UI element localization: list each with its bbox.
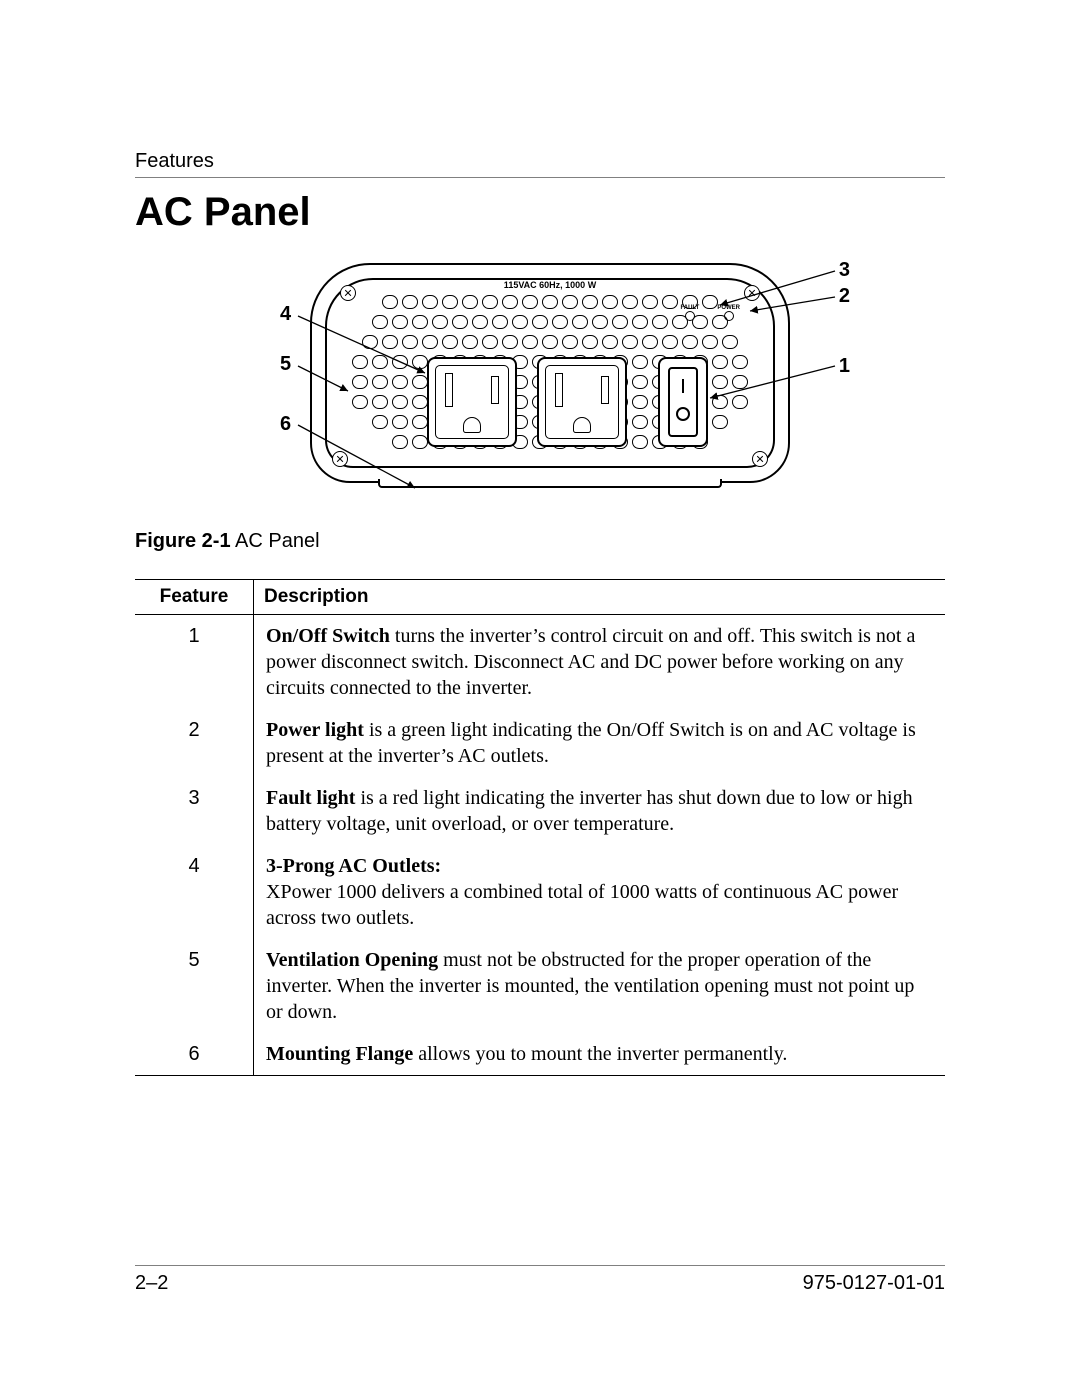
feature-description: Mounting Flange allows you to mount the … (254, 1033, 946, 1076)
col-header-feature: Feature (135, 580, 254, 615)
led-dot-icon (685, 311, 695, 321)
led-dot-icon (724, 311, 734, 321)
feature-number: 4 (135, 845, 254, 939)
feature-description: 3-Prong AC Outlets:XPower 1000 delivers … (254, 845, 946, 939)
section-header: Features (135, 150, 945, 173)
feature-number: 3 (135, 777, 254, 845)
spec-label: 115VAC 60Hz, 1000 W (504, 280, 596, 290)
fault-led: FAULT (680, 305, 699, 321)
outlet-icon (427, 357, 517, 447)
callout-6: 6 (280, 413, 291, 436)
doc-number: 975-0127-01-01 (803, 1272, 945, 1295)
ac-outlets (427, 357, 627, 447)
onoff-switch-icon (658, 357, 708, 447)
table-row: 1 On/Off Switch turns the inverter’s con… (135, 615, 945, 710)
outlet-icon (537, 357, 627, 447)
callout-1: 1 (839, 355, 850, 378)
feature-table: Feature Description 1 On/Off Switch turn… (135, 579, 945, 1076)
feature-number: 6 (135, 1033, 254, 1076)
mounting-flange-icon (378, 479, 722, 488)
page-number: 2–2 (135, 1272, 168, 1295)
table-row: 4 3-Prong AC Outlets:XPower 1000 deliver… (135, 845, 945, 939)
callout-3: 3 (839, 259, 850, 282)
col-header-description: Description (254, 580, 946, 615)
table-row: 6 Mounting Flange allows you to mount th… (135, 1033, 945, 1076)
callout-4: 4 (280, 303, 291, 326)
caption-text: AC Panel (231, 530, 320, 552)
figure-caption: Figure 2-1 AC Panel (135, 530, 945, 553)
feature-description: On/Off Switch turns the inverter’s contr… (254, 615, 946, 710)
table-row: 3 Fault light is a red light indicating … (135, 777, 945, 845)
feature-description: Power light is a green light indicating … (254, 709, 946, 777)
page-title: AC Panel (135, 190, 945, 235)
feature-description: Ventilation Opening must not be obstruct… (254, 939, 946, 1033)
feature-number: 5 (135, 939, 254, 1033)
table-row: 5 Ventilation Opening must not be obstru… (135, 939, 945, 1033)
ac-panel-diagram: 115VAC 60Hz, 1000 W (220, 263, 860, 508)
feature-number: 2 (135, 709, 254, 777)
panel-outline: 115VAC 60Hz, 1000 W (310, 263, 790, 483)
feature-number: 1 (135, 615, 254, 710)
callout-2: 2 (839, 285, 850, 308)
power-led: POWER (717, 305, 740, 321)
callout-5: 5 (280, 353, 291, 376)
footer-rule (135, 1265, 945, 1266)
document-page: Features AC Panel 115VAC 60Hz, 1000 W (0, 0, 1080, 1397)
header-rule (135, 177, 945, 178)
caption-label: Figure 2-1 (135, 530, 231, 552)
table-row: 2 Power light is a green light indicatin… (135, 709, 945, 777)
figure-container: 115VAC 60Hz, 1000 W (135, 263, 945, 508)
page-footer: 2–2 975-0127-01-01 (135, 1265, 945, 1295)
feature-description: Fault light is a red light indicating th… (254, 777, 946, 845)
led-indicators: FAULT POWER (680, 305, 740, 321)
